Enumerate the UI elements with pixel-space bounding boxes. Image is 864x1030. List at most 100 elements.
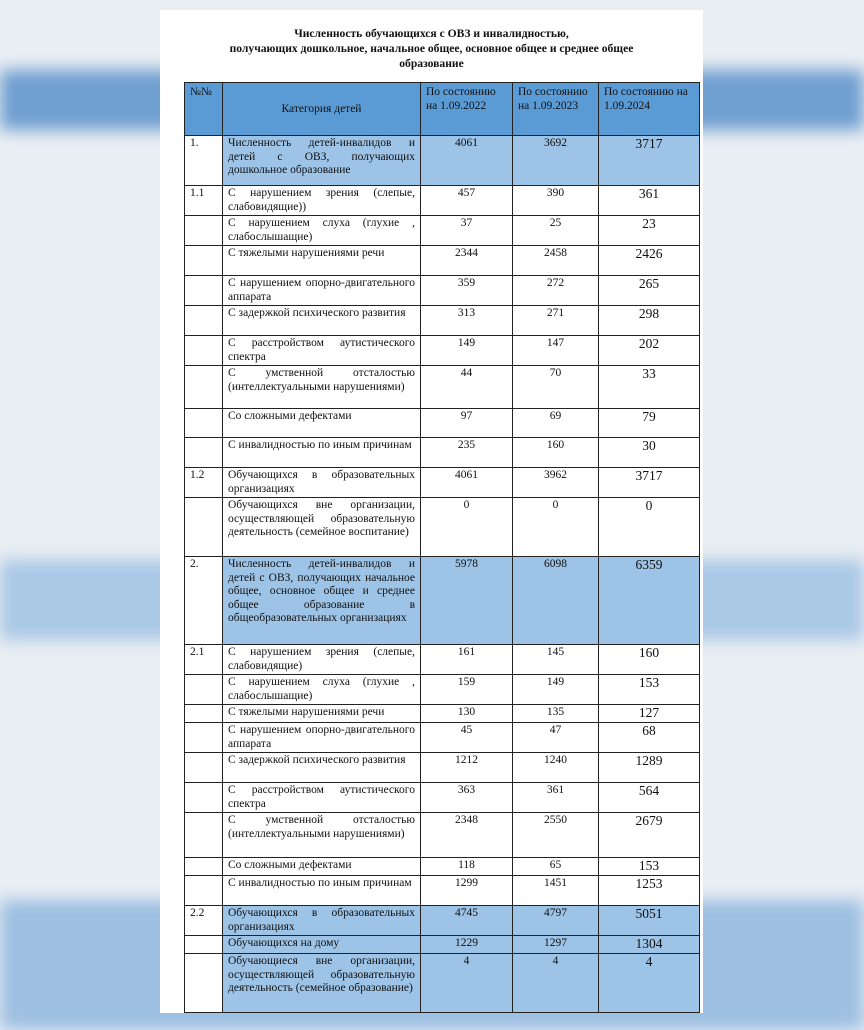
- value-2023: 4: [512, 953, 599, 1013]
- row-category: С нарушением зрения (слепые, слабовидящи…: [222, 644, 421, 675]
- value-2022: 4061: [420, 135, 513, 186]
- row-category: С инвалидностью по иным причинам: [222, 437, 421, 468]
- value-2023: 1297: [512, 935, 599, 954]
- row-number: 2.2: [184, 905, 223, 936]
- row-number: [184, 782, 223, 813]
- value-2024: 1289: [598, 752, 700, 783]
- value-2023: 145: [512, 644, 599, 675]
- row-category: Обучающихся в образовательных организаци…: [222, 905, 421, 936]
- row-number: 2.: [184, 556, 223, 645]
- value-2022: 359: [420, 275, 513, 306]
- table-row: С тяжелыми нарушениями речи 130 135 127: [184, 704, 700, 723]
- title-line: получающих дошкольное, начальное общее, …: [229, 42, 634, 55]
- row-number: [184, 365, 223, 409]
- value-2024: 30: [598, 437, 700, 468]
- value-2022: 457: [420, 185, 513, 216]
- row-number: [184, 215, 223, 246]
- header-2022: По состоянию на 1.09.2022: [420, 82, 513, 136]
- header-2023: По состоянию на 1.09.2023: [512, 82, 599, 136]
- value-2024: 4: [598, 953, 700, 1013]
- value-2023: 3692: [512, 135, 599, 186]
- data-table: №№ Категория детей По состоянию на 1.09.…: [184, 82, 700, 1013]
- row-category: С задержкой психического развития: [222, 752, 421, 783]
- row-number: [184, 497, 223, 557]
- row-category: С нарушением слуха (глухие , слабослышащ…: [222, 674, 421, 705]
- table-row: С задержкой психического развития 1212 124…: [184, 752, 700, 783]
- value-2024: 2426: [598, 245, 700, 276]
- header-category: Категория детей: [222, 82, 421, 136]
- value-2022: 4061: [420, 467, 513, 498]
- value-2022: 4745: [420, 905, 513, 936]
- table-row: Обучающихся на дому 1229 1297 1304: [184, 935, 700, 954]
- value-2023: 135: [512, 704, 599, 723]
- value-2022: 235: [420, 437, 513, 468]
- row-category: Численность детей-инвалидов и детей с ОВ…: [222, 135, 421, 186]
- value-2022: 37: [420, 215, 513, 246]
- value-2022: 44: [420, 365, 513, 409]
- value-2023: 2550: [512, 812, 599, 858]
- row-category: С умственной отсталостью (интеллектуальн…: [222, 812, 421, 858]
- row-category: С инвалидностью по иным причинам: [222, 875, 421, 906]
- value-2022: 159: [420, 674, 513, 705]
- value-2024: 1304: [598, 935, 700, 954]
- table-row: С умственной отсталостью (интеллектуальн…: [184, 812, 700, 858]
- table-row: С нарушением опорно-двигательного аппара…: [184, 275, 700, 306]
- row-category: С тяжелыми нарушениями речи: [222, 704, 421, 723]
- value-2024: 6359: [598, 556, 700, 645]
- value-2022: 1212: [420, 752, 513, 783]
- value-2023: 1240: [512, 752, 599, 783]
- value-2023: 1451: [512, 875, 599, 906]
- value-2023: 390: [512, 185, 599, 216]
- value-2024: 23: [598, 215, 700, 246]
- row-category: С нарушением опорно-двигательного аппара…: [222, 275, 421, 306]
- value-2024: 127: [598, 704, 700, 723]
- row-number: [184, 752, 223, 783]
- row-number: [184, 953, 223, 1013]
- header-number: №№: [184, 82, 223, 136]
- value-2024: 33: [598, 365, 700, 409]
- value-2024: 361: [598, 185, 700, 216]
- row-number: [184, 275, 223, 306]
- value-2023: 6098: [512, 556, 599, 645]
- row-number: 2.1: [184, 644, 223, 675]
- value-2024: 202: [598, 335, 700, 366]
- table-header-row: №№ Категория детей По состоянию на 1.09.…: [184, 82, 700, 136]
- title-line: Численность обучающихся с ОВЗ и инвалидн…: [294, 27, 569, 40]
- value-2024: 79: [598, 408, 700, 438]
- value-2024: 0: [598, 497, 700, 557]
- value-2022: 1229: [420, 935, 513, 954]
- title-line: образование: [399, 57, 464, 70]
- value-2022: 5978: [420, 556, 513, 645]
- table-row: С умственной отсталостью (интеллектуальн…: [184, 365, 700, 409]
- value-2023: 272: [512, 275, 599, 306]
- row-number: 1.1: [184, 185, 223, 216]
- table-row: Обучающиеся вне организации, осуществляю…: [184, 953, 700, 1013]
- row-number: [184, 722, 223, 753]
- value-2024: 153: [598, 674, 700, 705]
- value-2023: 149: [512, 674, 599, 705]
- row-category: Обучающиеся вне организации, осуществляю…: [222, 953, 421, 1013]
- value-2022: 130: [420, 704, 513, 723]
- value-2022: 118: [420, 857, 513, 876]
- value-2022: 2344: [420, 245, 513, 276]
- row-category: Обучающихся вне организации, осуществляю…: [222, 497, 421, 557]
- table-row: С нарушением опорно-двигательного аппара…: [184, 722, 700, 753]
- value-2022: 149: [420, 335, 513, 366]
- value-2024: 3717: [598, 467, 700, 498]
- row-number: [184, 408, 223, 438]
- value-2022: 161: [420, 644, 513, 675]
- value-2023: 2458: [512, 245, 599, 276]
- row-number: [184, 335, 223, 366]
- row-category: Численность детей-инвалидов и детей с ОВ…: [222, 556, 421, 645]
- table-row: Обучающихся вне организации, осуществляю…: [184, 497, 700, 557]
- value-2024: 1253: [598, 875, 700, 906]
- document-title: Численность обучающихся с ОВЗ и инвалидн…: [160, 26, 703, 71]
- value-2023: 4797: [512, 905, 599, 936]
- table-row: 2.2 Обучающихся в образовательных организ…: [184, 905, 700, 936]
- row-number: [184, 245, 223, 276]
- value-2023: 3962: [512, 467, 599, 498]
- value-2023: 25: [512, 215, 599, 246]
- row-number: [184, 305, 223, 336]
- value-2022: 0: [420, 497, 513, 557]
- table-row: С задержкой психического развития 313 271 2…: [184, 305, 700, 336]
